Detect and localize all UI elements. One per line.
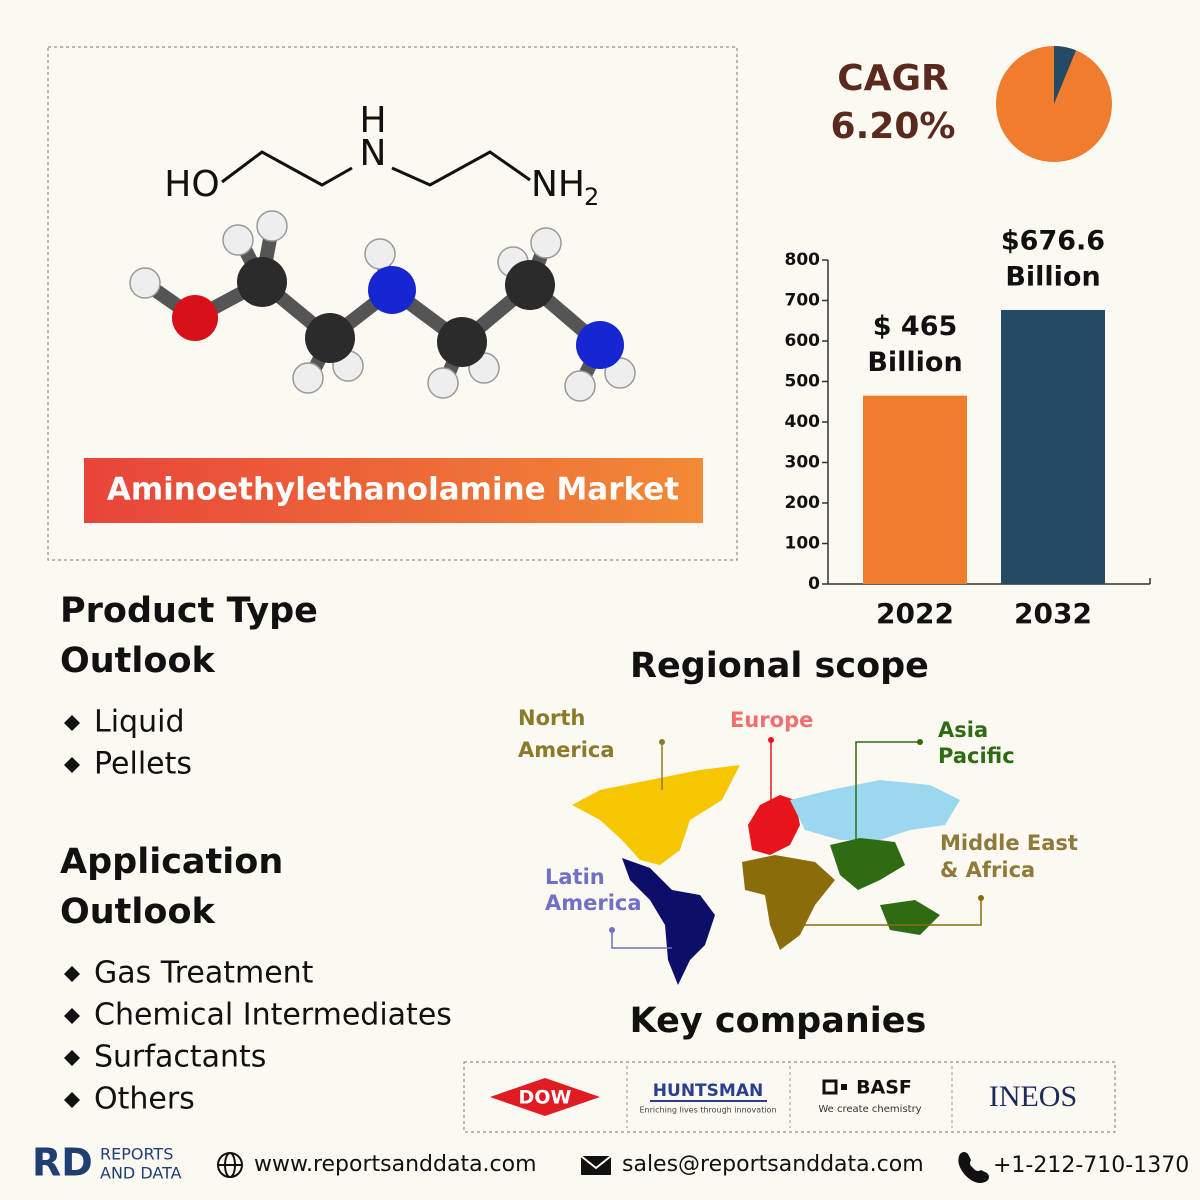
pie-value-label: 6.20%: [831, 106, 956, 147]
basf-square: [822, 1079, 838, 1095]
mail-icon: [580, 1155, 612, 1175]
companies-frame: [463, 1061, 1116, 1133]
hydrogen-atoms: [129, 210, 636, 402]
region-asia: [790, 780, 960, 840]
company-dividers: [626, 1066, 953, 1128]
region-label: Asia: [938, 718, 988, 742]
brand-text: AND DATA: [100, 1164, 182, 1183]
company-logo: DOW: [519, 1087, 572, 1109]
bond: [221, 150, 353, 187]
region-label: North: [518, 706, 585, 730]
title: Aminoethylethanolamine Market: [107, 472, 679, 508]
structural-formula: HO H N NH 2: [164, 100, 599, 211]
region-asia-pacific: [830, 838, 940, 935]
bond: [391, 150, 531, 187]
oxygen-atom: [172, 295, 218, 341]
bullet: [64, 1092, 80, 1108]
globe-icon: [217, 1152, 243, 1178]
atom-label: N: [360, 133, 387, 174]
section-title: Key companies: [630, 1001, 927, 1041]
y-tick-label: 700: [785, 291, 821, 311]
dow-diamond: [490, 1078, 600, 1116]
ball-stick-model: [129, 210, 636, 402]
y-tick-label: 400: [785, 412, 821, 432]
section-title: Product Type: [60, 591, 318, 631]
section-title: Regional scope: [630, 646, 929, 686]
section-title: Outlook: [60, 641, 215, 681]
company-tagline: Enriching lives through innovation: [639, 1106, 776, 1115]
y-tick-label: 100: [785, 534, 821, 554]
atom-label: NH: [531, 164, 585, 205]
region-label: Europe: [730, 708, 813, 732]
bullet: [64, 715, 80, 731]
region-leaders: [609, 737, 984, 949]
basf-dot: [841, 1084, 847, 1090]
region-europe: [748, 795, 800, 855]
list-item: Chemical Intermediates: [94, 998, 452, 1033]
brand-text: REPORTS: [100, 1145, 173, 1164]
section-title: Outlook: [60, 892, 215, 932]
atom-subscript: 2: [584, 183, 599, 211]
x-tick-label: 2022: [876, 597, 954, 630]
phone[interactable]: +1-212-710-1370: [993, 1153, 1189, 1178]
bar-value-label: Billion: [867, 347, 962, 378]
y-tick-label: 800: [785, 250, 821, 270]
y-tick-label: 0: [808, 574, 820, 594]
region-mea: [742, 855, 835, 950]
atom-label: HO: [164, 164, 219, 205]
list-item: Liquid: [94, 705, 184, 740]
region-north-america: [572, 765, 740, 865]
company-logo: HUNTSMAN: [653, 1081, 763, 1101]
bullet: [64, 757, 80, 773]
bar: [863, 395, 967, 584]
atom-label: H: [359, 100, 386, 141]
y-tick-label: 200: [785, 493, 821, 513]
list-item: Gas Treatment: [94, 956, 314, 991]
website[interactable]: www.reportsanddata.com: [254, 1152, 537, 1177]
pie-title: CAGR: [837, 58, 949, 99]
company-logo: INEOS: [989, 1080, 1077, 1113]
region-label: America: [545, 891, 642, 915]
email[interactable]: sales@reportsanddata.com: [622, 1152, 924, 1177]
region-label: Middle East: [940, 831, 1078, 855]
world-map: [572, 765, 960, 985]
charts: CAGR 6.20% 0 100 200 300 400 500 600 700 800 2022 $ …: [785, 46, 1151, 630]
application-list: Gas Treatment Chemical Intermediates Surfa…: [64, 956, 452, 1117]
region-latin-america: [622, 858, 715, 985]
list-item: Surfactants: [94, 1040, 266, 1075]
product-type-list: Liquid Pellets: [64, 705, 192, 782]
brand-mark: RD: [32, 1141, 93, 1185]
bullet: [64, 966, 80, 982]
nitrogen-atoms: [368, 266, 624, 369]
bullet: [64, 1008, 80, 1024]
region-label: Pacific: [938, 744, 1015, 768]
list-item: Pellets: [94, 747, 192, 782]
bar: [1001, 309, 1105, 584]
section-title: Application: [60, 842, 283, 882]
bar-value-label: $ 465: [873, 311, 958, 342]
title-banner: [84, 458, 703, 523]
x-tick-label: 2032: [1014, 597, 1092, 630]
y-tick-label: 300: [785, 453, 821, 473]
bar-value-label: Billion: [1005, 261, 1100, 292]
bar-value-label: $676.6: [1001, 225, 1105, 256]
company-logo: BASF: [856, 1077, 912, 1099]
region-label: America: [518, 738, 615, 762]
y-tick-label: 500: [785, 372, 821, 392]
molecule-frame: [47, 46, 738, 561]
region-label: & Africa: [940, 858, 1035, 882]
bullet: [64, 1050, 80, 1066]
phone-icon: [958, 1152, 989, 1183]
company-tagline: We create chemistry: [818, 1104, 921, 1115]
y-tick-label: 600: [785, 331, 821, 351]
pie-slice: [1054, 46, 1077, 104]
list-item: Others: [94, 1082, 195, 1117]
region-label: Latin: [545, 865, 605, 889]
carbon-atoms: [237, 257, 555, 367]
